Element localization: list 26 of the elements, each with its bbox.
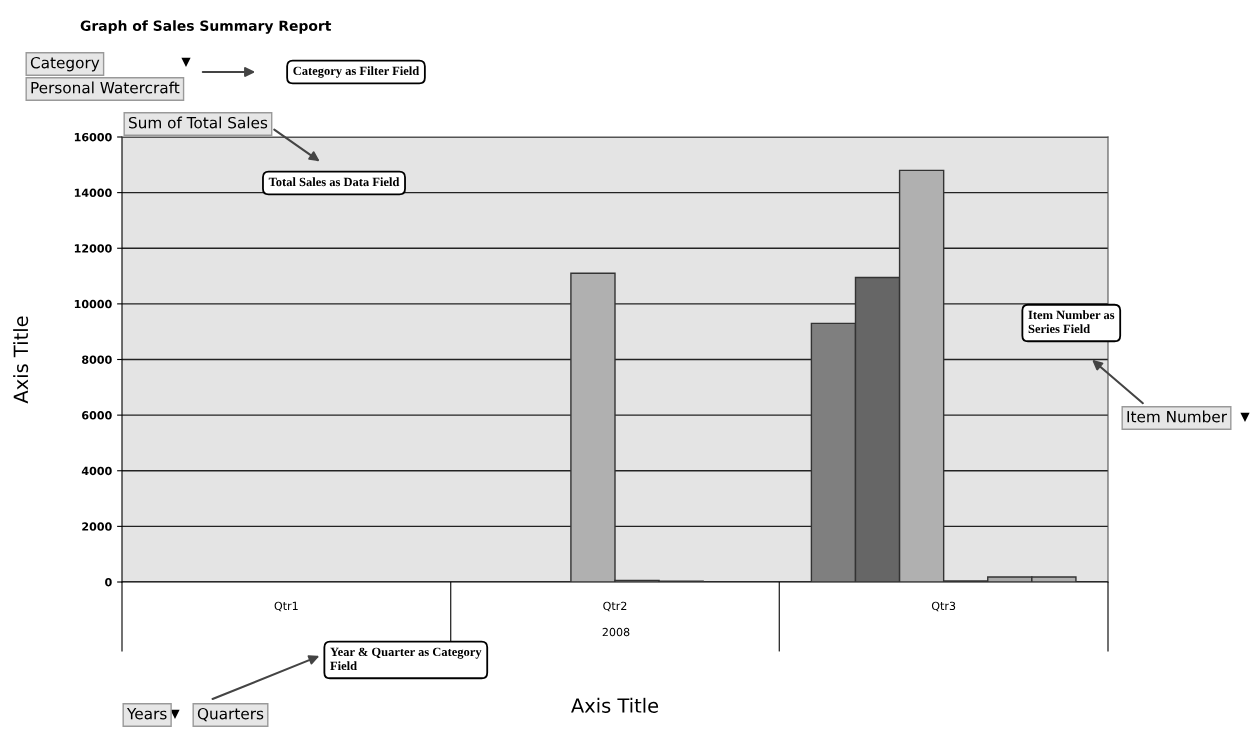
- text: Years: [126, 708, 167, 720]
- y-tick-label: 12000: [74, 244, 112, 253]
- annotation: Item Number as Series Field: [1028, 310, 1115, 334]
- x-tick-label: Qtr3: [931, 601, 956, 612]
- y-tick-label: 0: [105, 577, 112, 587]
- text: Category as Filter Field: [293, 66, 420, 78]
- x-tick-label: Qtr1: [274, 601, 298, 612]
- text: Category: [30, 56, 100, 72]
- text: 2008: [602, 627, 630, 637]
- y-axis-title: Axis Title: [13, 316, 29, 404]
- x-tick-label: Qtr2: [603, 601, 627, 612]
- text: Personal Watercraft: [31, 81, 180, 94]
- y-tick-label: 8000: [82, 355, 112, 364]
- chart-title: Graph of Sales Summary Report: [80, 20, 332, 34]
- text: Year & Quarter as Category Field: [330, 647, 482, 671]
- text: Sum of Total Sales: [129, 116, 268, 129]
- text: Item Number: [1127, 410, 1228, 423]
- text: Quarters: [197, 707, 264, 722]
- y-tick-label: 2000: [82, 522, 112, 531]
- y-tick-label: 6000: [82, 411, 112, 420]
- annotation: Total Sales as Data Field: [268, 177, 400, 187]
- x-axis-title: Axis Title: [571, 697, 659, 713]
- y-tick-label: 4000: [81, 466, 112, 476]
- y-tick-label: 10000: [74, 299, 112, 309]
- y-tick-label: 16000: [74, 132, 112, 142]
- y-tick-label: 14000: [74, 188, 112, 197]
